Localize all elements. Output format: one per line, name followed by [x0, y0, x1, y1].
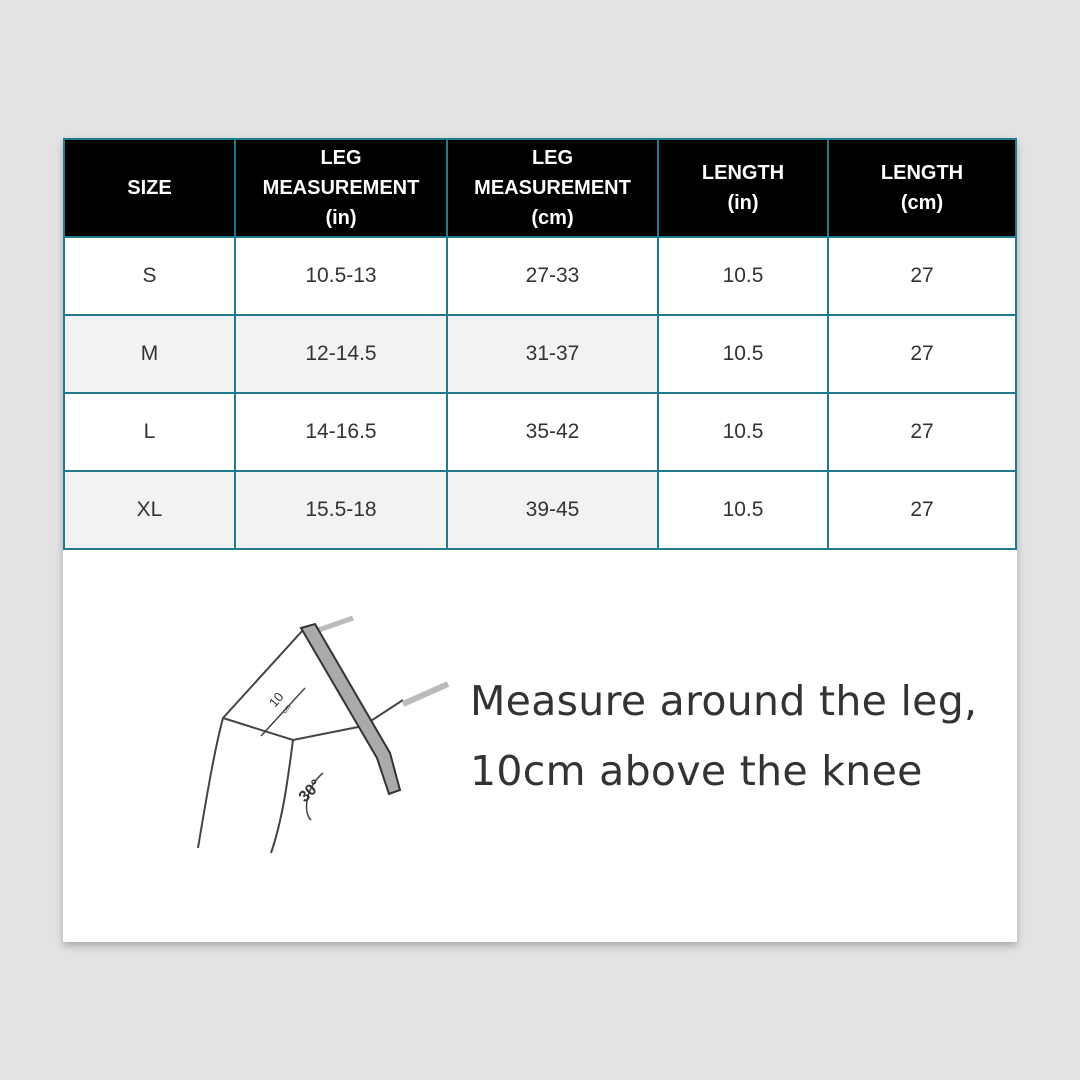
cell-leg-cm: 27-33 [446, 236, 659, 316]
header-text: MEASUREMENT [262, 177, 420, 199]
cell-length-in: 10.5 [657, 314, 829, 394]
cell-length-in: 10.5 [657, 470, 829, 550]
measurement-instruction: Measure around the leg, 10cm above the k… [470, 666, 977, 806]
table-row: S 10.5-13 27-33 10.5 27 [63, 236, 1017, 316]
header-row: SIZE LEG MEASUREMENT (in) LEG MEASUREMENT (c… [63, 138, 1017, 238]
cell-leg-cm: 39-45 [446, 470, 659, 550]
header-text: (cm) [531, 207, 574, 229]
cell-size: L [63, 392, 236, 472]
cell-length-in: 10.5 [657, 236, 829, 316]
cell-length-cm: 27 [827, 470, 1017, 550]
header-length-cm: LENGTH (cm) [827, 138, 1017, 238]
size-chart-card: SIZE LEG MEASUREMENT (in) LEG MEASUREMENT (c… [63, 138, 1017, 942]
caption-line-1: Measure around the leg, [470, 677, 978, 725]
header-text: (cm) [900, 192, 944, 214]
size-table: SIZE LEG MEASUREMENT (in) LEG MEASUREMENT (c… [63, 138, 1017, 550]
header-text: SIZE [127, 177, 172, 199]
cell-length-in: 10.5 [657, 392, 829, 472]
cell-leg-in: 12-14.5 [234, 314, 448, 394]
cell-size: XL [63, 470, 236, 550]
header-text: MEASUREMENT [474, 177, 631, 199]
table-row: M 12-14.5 31-37 10.5 27 [63, 314, 1017, 394]
caption-line-2: 10cm above the knee [470, 747, 923, 795]
cell-length-cm: 27 [827, 236, 1017, 316]
angle-label: 30° [296, 777, 325, 806]
cell-length-cm: 27 [827, 392, 1017, 472]
header-size: SIZE [63, 138, 236, 238]
cell-leg-in: 14-16.5 [234, 392, 448, 472]
header-text: LEG [320, 147, 362, 169]
cell-length-cm: 27 [827, 314, 1017, 394]
knee-measurement-illustration: 10 cm 30° [197, 615, 450, 854]
cell-leg-cm: 31-37 [446, 314, 659, 394]
header-text: LENGTH [701, 162, 785, 184]
table-row: L 14-16.5 35-42 10.5 27 [63, 392, 1017, 472]
header-text: LENGTH [880, 162, 964, 184]
table-row: XL 15.5-18 39-45 10.5 27 [63, 470, 1017, 550]
cell-leg-cm: 35-42 [446, 392, 659, 472]
cell-leg-in: 15.5-18 [234, 470, 448, 550]
header-leg-in: LEG MEASUREMENT (in) [234, 138, 448, 238]
header-text: LEG [531, 147, 574, 169]
header-text: (in) [325, 207, 357, 229]
distance-unit: cm [281, 704, 292, 716]
header-leg-cm: LEG MEASUREMENT (cm) [446, 138, 659, 238]
cell-size: M [63, 314, 236, 394]
header-text: (in) [727, 192, 759, 214]
tape-measure-icon [299, 622, 402, 796]
header-length-in: LENGTH (in) [657, 138, 829, 238]
cell-leg-in: 10.5-13 [234, 236, 448, 316]
cell-size: S [63, 236, 236, 316]
